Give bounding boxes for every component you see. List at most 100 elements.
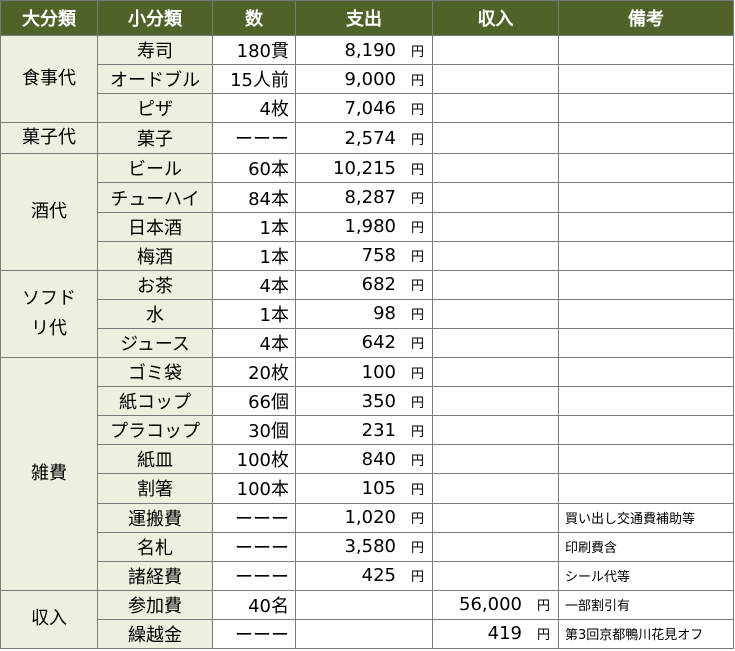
income-cell [432, 444, 559, 475]
yen-unit: 円 [410, 192, 424, 208]
yen-unit: 円 [410, 570, 424, 586]
note-cell [558, 182, 734, 213]
income-cell [432, 182, 559, 213]
minor-category-cell: オードブル [97, 64, 213, 95]
minor-category-cell: 水 [97, 298, 213, 329]
expense-cell: 8,190 円 [295, 34, 433, 66]
table-row: ソフドリ代 お茶 4本 682 円 [0, 269, 734, 359]
minor-category-cell: 菓子 [97, 122, 213, 155]
expense-amount: 642 [361, 332, 396, 354]
header-minor-category: 小分類 [97, 0, 213, 36]
expense-amount: 105 [361, 477, 396, 499]
minor-category-cell: 名札 [97, 531, 213, 562]
income-cell [432, 64, 559, 95]
table-row: 諸経費 ーーー 425 円 シール代等 [1, 560, 734, 591]
yen-unit: 円 [410, 453, 424, 469]
yen-unit: 円 [410, 44, 424, 60]
quantity-cell: ーーー [212, 618, 296, 650]
note-cell: 印刷費含 [558, 531, 734, 562]
income-cell: 419 円 [432, 618, 559, 650]
income-cell [432, 93, 559, 124]
quantity-cell: 40名 [212, 589, 296, 620]
quantity-cell: 4枚 [212, 93, 296, 124]
major-category-cell: 収入 [0, 589, 98, 650]
yen-unit: 円 [410, 337, 424, 353]
expense-cell: 1,020 円 [295, 502, 433, 533]
major-category-cell: 雑費 [0, 357, 98, 591]
note-cell [558, 269, 734, 300]
table-row: ピザ 4枚 7,046 円 [1, 93, 734, 124]
table-row: 酒代 ビール 60本 10,215 円 [0, 153, 734, 271]
table-row: 紙皿 100枚 840 円 [1, 444, 734, 475]
major-category-cell: ソフドリ代 [0, 269, 98, 359]
expense-cell: 1,980 円 [295, 211, 433, 242]
table-row: 食事代 寿司 180貫 8,190 円 [0, 34, 734, 124]
income-cell [432, 240, 559, 271]
quantity-cell: 4本 [212, 269, 296, 300]
header-expense: 支出 [295, 0, 433, 36]
income-amount: 419 [487, 623, 522, 645]
expense-amount: 682 [361, 274, 396, 296]
minor-category-cell: ゴミ袋 [97, 357, 213, 388]
minor-category-cell: お茶 [97, 269, 213, 300]
quantity-cell: 20枚 [212, 357, 296, 388]
expense-amount: 1,020 [344, 507, 396, 529]
quantity-cell: ーーー [212, 531, 296, 562]
table-row: ジュース 4本 642 円 [1, 327, 734, 359]
minor-category-cell: プラコップ [97, 415, 213, 446]
income-cell [432, 269, 559, 300]
minor-category-cell: 梅酒 [97, 240, 213, 271]
income-cell [432, 386, 559, 417]
note-cell: 一部割引有 [558, 589, 734, 620]
minor-category-cell: チューハイ [97, 182, 213, 213]
expense-cell: 425 円 [295, 560, 433, 591]
quantity-cell: 1本 [212, 211, 296, 242]
minor-category-cell: 紙コップ [97, 386, 213, 417]
yen-unit: 円 [410, 221, 424, 237]
minor-category-cell: 繰越金 [97, 618, 213, 650]
expense-amount: 98 [373, 303, 396, 325]
expense-amount: 9,000 [344, 68, 396, 90]
minor-category-cell: 寿司 [97, 34, 213, 66]
expense-cell: 3,580 円 [295, 531, 433, 562]
quantity-cell: 1本 [212, 240, 296, 271]
yen-unit: 円 [410, 102, 424, 118]
table-row: オードブル 15人前 9,000 円 [1, 64, 734, 95]
expense-cell: 2,574 円 [295, 122, 433, 155]
yen-unit: 円 [410, 132, 424, 148]
yen-unit: 円 [410, 308, 424, 324]
quantity-cell: 84本 [212, 182, 296, 213]
yen-unit: 円 [410, 482, 424, 498]
yen-unit: 円 [410, 73, 424, 89]
note-cell [558, 93, 734, 124]
expense-cell: 682 円 [295, 269, 433, 300]
note-cell: 買い出し交通費補助等 [558, 502, 734, 533]
expense-cell: 350 円 [295, 386, 433, 417]
quantity-cell: 4本 [212, 327, 296, 359]
quantity-cell: ーーー [212, 560, 296, 591]
expense-cell: 642 円 [295, 327, 433, 359]
yen-unit: 円 [410, 541, 424, 557]
expense-cell: 10,215 円 [295, 153, 433, 184]
table-row: 紙コップ 66個 350 円 [1, 386, 734, 417]
note-cell [558, 240, 734, 271]
minor-category-cell: ジュース [97, 327, 213, 359]
income-cell [432, 415, 559, 446]
expense-amount: 3,580 [344, 536, 396, 558]
expense-cell: 98 円 [295, 298, 433, 329]
expense-cell: 231 円 [295, 415, 433, 446]
expense-amount: 1,980 [344, 216, 396, 238]
income-cell: 56,000 円 [432, 589, 559, 620]
note-cell [558, 122, 734, 155]
income-cell [432, 153, 559, 184]
header-quantity: 数 [212, 0, 296, 36]
table-row: 水 1本 98 円 [1, 298, 734, 329]
table-row: 雑費 ゴミ袋 20枚 100 円 [0, 357, 734, 591]
minor-category-cell: ビール [97, 153, 213, 184]
table-row: 繰越金 ーーー 419 円第3回京都鴨川花見オフ [1, 618, 734, 650]
table-row: 日本酒 1本 1,980 円 [1, 211, 734, 242]
major-category-cell: 菓子代 [0, 122, 98, 155]
expense-cell [295, 589, 433, 620]
yen-unit: 円 [410, 366, 424, 382]
note-cell [558, 444, 734, 475]
